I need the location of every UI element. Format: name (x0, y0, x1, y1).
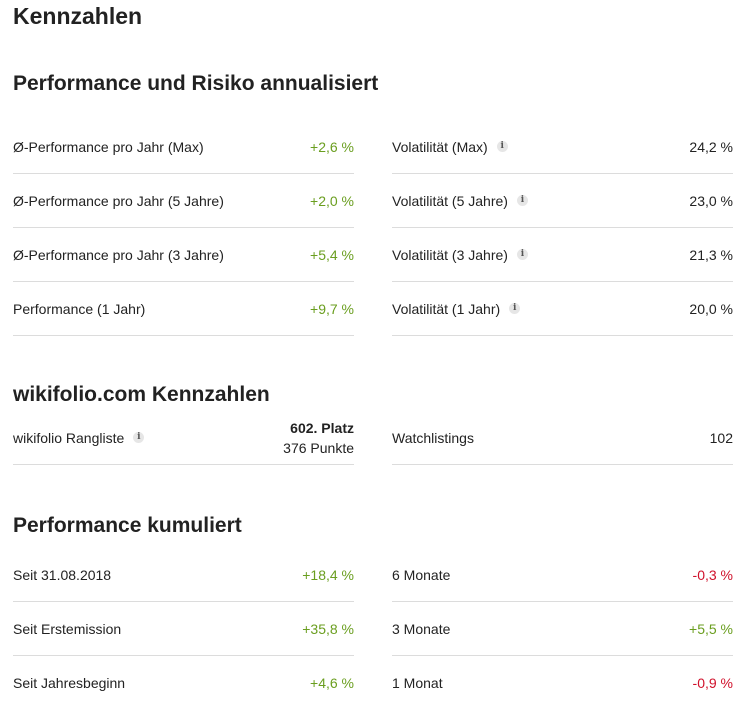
table-row: Ø-Performance pro Jahr (Max) +2,6 % (13, 120, 354, 174)
risk-section-title: Performance und Risiko annualisiert (13, 72, 379, 95)
page-title: Kennzahlen (13, 3, 143, 29)
row-value: +2,0 % (310, 192, 354, 209)
row-value: 24,2 % (689, 138, 733, 155)
row-value: -0,9 % (692, 675, 733, 691)
ranking-value: 602. Platz 376 Punkte (283, 418, 354, 458)
risk-volatility-column: Volatilität (Max) i 24,2 % Volatilität (… (392, 120, 733, 336)
row-label: Volatilität (3 Jahre) i (392, 247, 528, 263)
ranking-label: wikifolio Rangliste (13, 429, 125, 446)
row-label-text: Volatilität (Max) (392, 138, 488, 155)
cumulative-section-title: Performance kumuliert (13, 514, 242, 537)
wikifolio-grid: wikifolio Rangliste i 602. Platz 376 Pun… (13, 411, 733, 465)
row-label: Ø-Performance pro Jahr (Max) (13, 138, 204, 155)
row-label-text: Volatilität (3 Jahre) (392, 246, 508, 263)
row-value: +9,7 % (310, 300, 354, 317)
table-row: Seit Jahresbeginn +4,6 % (13, 656, 354, 710)
row-value: +18,4 % (302, 566, 354, 583)
row-value: +5,4 % (310, 246, 354, 263)
table-row: Volatilität (Max) i 24,2 % (392, 120, 733, 174)
table-row: Volatilität (3 Jahre) i 21,3 % (392, 228, 733, 282)
info-icon[interactable]: i (516, 195, 528, 206)
row-label: 1 Monat (392, 675, 443, 691)
row-label: Ø-Performance pro Jahr (5 Jahre) (13, 192, 224, 209)
wikifolio-section-title: wikifolio.com Kennzahlen (13, 383, 270, 406)
table-row: Ø-Performance pro Jahr (5 Jahre) +2,0 % (13, 174, 354, 228)
ranking-column: wikifolio Rangliste i 602. Platz 376 Pun… (13, 411, 354, 465)
risk-grid: Ø-Performance pro Jahr (Max) +2,6 % Ø-Pe… (13, 120, 733, 336)
row-value: +35,8 % (302, 620, 354, 637)
table-row: 6 Monate -0,3 % (392, 548, 733, 602)
info-icon[interactable]: i (496, 141, 508, 152)
table-row: Volatilität (5 Jahre) i 23,0 % (392, 174, 733, 228)
table-row: Ø-Performance pro Jahr (3 Jahre) +5,4 % (13, 228, 354, 282)
cumulative-grid: Seit 31.08.2018 +18,4 % Seit Erstemissio… (13, 548, 733, 710)
info-icon[interactable]: i (509, 303, 521, 314)
table-row: Watchlistings 102 (392, 411, 733, 465)
row-value: 21,3 % (689, 246, 733, 263)
row-label: Seit 31.08.2018 (13, 566, 112, 583)
cumulative-left-column: Seit 31.08.2018 +18,4 % Seit Erstemissio… (13, 548, 354, 710)
row-value: +4,6 % (310, 675, 354, 691)
info-icon[interactable]: i (133, 432, 145, 443)
risk-performance-column: Ø-Performance pro Jahr (Max) +2,6 % Ø-Pe… (13, 120, 354, 336)
row-label: Performance (1 Jahr) (13, 300, 146, 317)
row-label: Seit Erstemission (13, 620, 122, 637)
ranking-place: 602. Platz (290, 419, 354, 436)
row-label-text: Volatilität (5 Jahre) (392, 192, 508, 209)
row-label: Ø-Performance pro Jahr (3 Jahre) (13, 246, 224, 263)
table-row: 3 Monate +5,5 % (392, 602, 733, 656)
row-value: 23,0 % (689, 192, 733, 209)
row-label: 3 Monate (392, 620, 451, 637)
row-label-text: Volatilität (1 Jahr) (392, 300, 501, 317)
cumulative-right-column: 6 Monate -0,3 % 3 Monate +5,5 % 1 Monat … (392, 548, 733, 710)
row-label: wikifolio Rangliste i (13, 429, 145, 446)
info-icon[interactable]: i (516, 249, 528, 260)
row-value: +5,5 % (689, 620, 733, 637)
watchlist-value: 102 (709, 429, 733, 446)
watchlist-label: Watchlistings (392, 429, 474, 446)
table-row: Performance (1 Jahr) +9,7 % (13, 282, 354, 336)
watchlist-column: Watchlistings 102 (392, 411, 733, 465)
row-label: 6 Monate (392, 566, 451, 583)
row-value: 20,0 % (689, 300, 733, 317)
ranking-points: 376 Punkte (283, 439, 354, 456)
row-label: Seit Jahresbeginn (13, 675, 126, 691)
row-label: Volatilität (5 Jahre) i (392, 193, 528, 209)
table-row: wikifolio Rangliste i 602. Platz 376 Pun… (13, 411, 354, 465)
row-value: -0,3 % (692, 566, 733, 583)
row-label: Volatilität (1 Jahr) i (392, 300, 521, 317)
row-label: Volatilität (Max) i (392, 139, 508, 155)
table-row: Volatilität (1 Jahr) i 20,0 % (392, 282, 733, 336)
row-value: +2,6 % (310, 138, 354, 155)
table-row: 1 Monat -0,9 % (392, 656, 733, 710)
table-row: Seit Erstemission +35,8 % (13, 602, 354, 656)
table-row: Seit 31.08.2018 +18,4 % (13, 548, 354, 602)
